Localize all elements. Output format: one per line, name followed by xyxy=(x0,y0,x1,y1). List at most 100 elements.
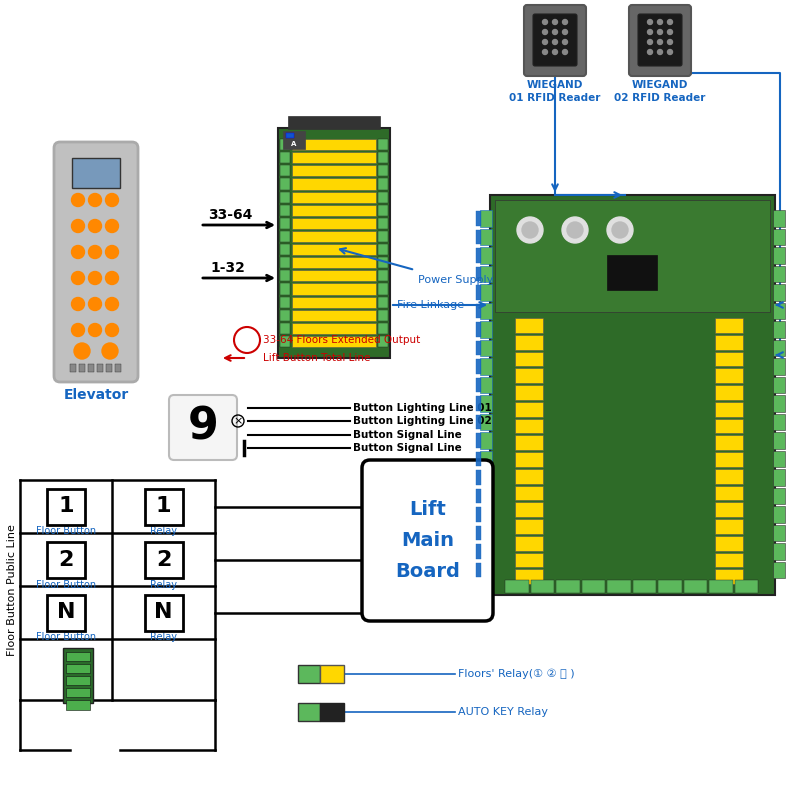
Bar xyxy=(480,358,492,374)
Text: Button Lighting Line 02: Button Lighting Line 02 xyxy=(353,416,492,426)
Bar xyxy=(773,339,785,356)
Bar xyxy=(280,270,290,281)
Bar xyxy=(480,451,492,467)
Text: Floors' Relay(① ② Ⓝ ): Floors' Relay(① ② Ⓝ ) xyxy=(458,669,574,679)
Bar xyxy=(515,435,543,450)
Text: Relay: Relay xyxy=(150,527,177,536)
Bar xyxy=(70,364,76,372)
Bar xyxy=(66,664,90,673)
Text: 1: 1 xyxy=(58,496,74,517)
Bar xyxy=(476,229,481,244)
Text: Fire Linkage: Fire Linkage xyxy=(397,300,464,310)
Text: N: N xyxy=(57,603,75,623)
Bar xyxy=(292,231,376,242)
Circle shape xyxy=(612,222,628,238)
Circle shape xyxy=(106,246,118,258)
Bar xyxy=(280,257,290,268)
Bar xyxy=(773,487,785,504)
Circle shape xyxy=(89,323,102,337)
Circle shape xyxy=(562,217,588,243)
Circle shape xyxy=(553,30,558,35)
Circle shape xyxy=(106,193,118,206)
Bar xyxy=(280,217,290,229)
Text: 01 RFID Reader: 01 RFID Reader xyxy=(510,93,601,103)
Bar xyxy=(773,210,785,227)
Bar xyxy=(515,368,543,383)
Text: N: N xyxy=(154,603,173,623)
Bar xyxy=(476,304,481,318)
Bar xyxy=(378,283,388,294)
Bar xyxy=(378,244,388,255)
Bar xyxy=(480,265,492,282)
Bar xyxy=(715,402,743,417)
Bar xyxy=(773,302,785,319)
Bar xyxy=(145,488,182,524)
Circle shape xyxy=(658,49,662,54)
Bar xyxy=(480,321,492,338)
Circle shape xyxy=(89,220,102,232)
Bar xyxy=(734,580,758,593)
FancyBboxPatch shape xyxy=(362,460,493,621)
Bar xyxy=(292,297,376,308)
Bar xyxy=(115,364,121,372)
Bar xyxy=(480,414,492,430)
Bar xyxy=(476,266,481,281)
Bar xyxy=(773,561,785,578)
Bar xyxy=(476,359,481,374)
Bar xyxy=(292,283,376,294)
Bar xyxy=(515,519,543,534)
Text: WIEGAND: WIEGAND xyxy=(527,80,583,90)
Bar xyxy=(515,553,543,568)
Circle shape xyxy=(542,30,547,35)
Bar xyxy=(476,488,481,503)
Bar xyxy=(378,192,388,203)
Bar xyxy=(773,395,785,411)
Text: Floor Button: Floor Button xyxy=(36,527,96,536)
Bar xyxy=(480,469,492,485)
Bar xyxy=(773,432,785,448)
Circle shape xyxy=(607,217,633,243)
Circle shape xyxy=(553,49,558,54)
Bar xyxy=(292,270,376,281)
Bar xyxy=(480,228,492,245)
Circle shape xyxy=(106,323,118,337)
Bar xyxy=(683,580,707,593)
Bar xyxy=(476,341,481,355)
Bar xyxy=(378,217,388,229)
Text: Button Signal Line: Button Signal Line xyxy=(353,443,462,453)
Bar xyxy=(715,368,743,383)
Bar xyxy=(715,352,743,367)
Bar xyxy=(145,542,182,578)
Bar xyxy=(476,507,481,521)
Circle shape xyxy=(658,20,662,24)
Bar xyxy=(378,139,388,150)
Circle shape xyxy=(667,30,673,35)
Bar xyxy=(378,309,388,321)
Bar xyxy=(773,414,785,430)
Bar xyxy=(280,309,290,321)
Text: Floor Button: Floor Button xyxy=(36,579,96,590)
Bar xyxy=(66,688,90,697)
Text: 1-32: 1-32 xyxy=(210,261,246,275)
Text: Relay: Relay xyxy=(150,633,177,642)
Bar xyxy=(278,128,390,358)
Bar xyxy=(715,334,743,349)
Bar xyxy=(378,270,388,281)
Bar xyxy=(476,451,481,466)
Bar xyxy=(480,432,492,448)
Bar xyxy=(280,205,290,216)
Bar xyxy=(709,580,733,593)
Text: Relay: Relay xyxy=(150,579,177,590)
Bar xyxy=(378,178,388,189)
Circle shape xyxy=(71,272,85,284)
Bar xyxy=(715,519,743,534)
Bar xyxy=(378,336,388,347)
Bar xyxy=(288,116,380,129)
Text: 9: 9 xyxy=(187,406,218,448)
Circle shape xyxy=(667,20,673,24)
Bar xyxy=(490,195,775,595)
Bar xyxy=(715,418,743,433)
Bar xyxy=(480,284,492,301)
Bar xyxy=(476,248,481,262)
Bar xyxy=(480,524,492,541)
